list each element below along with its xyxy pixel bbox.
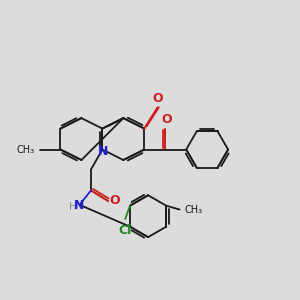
Text: O: O: [109, 194, 120, 206]
Text: N: N: [98, 145, 109, 158]
Text: H: H: [69, 202, 77, 212]
Text: O: O: [152, 92, 163, 105]
Text: Cl: Cl: [118, 224, 132, 237]
Text: CH₃: CH₃: [16, 145, 35, 154]
Text: O: O: [161, 113, 172, 126]
Text: CH₃: CH₃: [184, 205, 202, 214]
Text: N: N: [74, 199, 85, 212]
